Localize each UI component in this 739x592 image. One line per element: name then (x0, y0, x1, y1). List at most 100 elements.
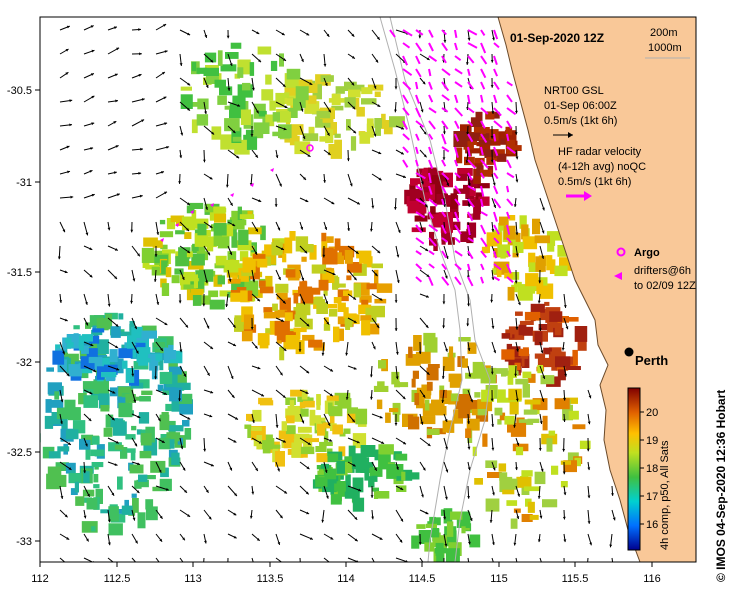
current-arrowhead (424, 204, 428, 208)
sst-patch (356, 106, 365, 117)
sst-patch (65, 462, 76, 474)
sst-patch (190, 288, 204, 294)
current-arrowhead (516, 442, 520, 446)
sst-patch (378, 444, 394, 455)
sst-patch (229, 217, 245, 230)
sst-patch (496, 136, 507, 145)
current-arrowhead (492, 492, 495, 496)
sst-patch (474, 478, 483, 485)
current-arrowhead (515, 110, 518, 114)
sst-patch (258, 280, 266, 287)
radar-arrow (480, 185, 485, 197)
sst-patch (103, 364, 118, 375)
radar-arrow (415, 276, 423, 283)
sst-patch (240, 109, 251, 125)
y-tick-label: -32 (16, 357, 32, 369)
sst-patch (122, 360, 128, 369)
current-arrowhead (250, 327, 254, 330)
radar-arrow (454, 276, 462, 286)
current-arrowhead (467, 496, 470, 499)
radar-arrow (428, 159, 434, 169)
current-arrowhead (397, 229, 401, 233)
sst-patch (334, 139, 342, 153)
radar-arrow (454, 55, 462, 62)
current-arrow (515, 557, 518, 562)
sst-patch (512, 250, 519, 258)
sst-patch (525, 273, 539, 287)
radar-arrow (467, 29, 478, 36)
sst-patch (524, 399, 541, 405)
radar-arrow (415, 263, 423, 270)
current-arrowhead (563, 419, 566, 422)
radar-arrow (415, 250, 422, 256)
sst-patch (515, 378, 529, 385)
sst-patch (86, 348, 98, 360)
current-arrowhead (445, 496, 448, 500)
sst-patch (57, 446, 70, 452)
sst-patch (213, 223, 227, 236)
current-arrowhead (374, 467, 377, 471)
current-arrowhead (186, 228, 189, 231)
current-arrowhead (282, 84, 286, 87)
current-arrowhead (489, 520, 493, 523)
sst-patch (278, 124, 292, 139)
current-arrowhead (137, 253, 140, 257)
radar-arrow (454, 250, 463, 257)
current-arrowhead (164, 50, 168, 53)
sst-patch (534, 331, 543, 346)
sst-patch (409, 188, 425, 204)
current-arrowhead (354, 538, 358, 542)
sst-patch (555, 356, 571, 368)
radar-arrow (467, 263, 471, 271)
current-arrowhead (256, 110, 259, 114)
sst-patch (263, 307, 273, 313)
current-arrowhead (538, 328, 542, 331)
sst-patch (45, 399, 52, 413)
current-arrowhead (468, 183, 471, 187)
current-arrowhead (209, 225, 213, 228)
current-arrowhead (138, 565, 141, 568)
scale-depth1: 200m (650, 27, 678, 39)
radar-arrow (480, 81, 486, 90)
sst-patch (579, 440, 591, 449)
radar-arrow (493, 68, 499, 77)
sst-patch (498, 463, 507, 472)
sst-patch (518, 349, 529, 357)
sst-patch (371, 263, 383, 269)
current-arrowhead (425, 248, 429, 251)
sst-patch (332, 424, 343, 435)
current-arrowhead (256, 538, 260, 541)
current-arrowhead (303, 177, 306, 180)
legend-model-arrowhead (568, 132, 573, 138)
sst-patch (95, 488, 103, 504)
sst-patch (326, 395, 339, 402)
depth-contour-200m (389, 17, 491, 562)
radar-arrow (428, 29, 434, 38)
sst-patch (376, 399, 383, 410)
current-arrowhead (539, 421, 543, 424)
sst-patch (81, 521, 98, 533)
sst-patch (204, 52, 217, 63)
sst-patch (143, 237, 158, 247)
sst-patch (159, 371, 173, 384)
sst-patch (381, 113, 386, 129)
sst-patch (244, 424, 252, 429)
sst-patch (351, 453, 367, 470)
current-arrow (179, 557, 184, 562)
current-arrowhead (418, 351, 422, 354)
current-arrowhead (255, 468, 258, 471)
sst-patch (242, 257, 256, 273)
sst-patch (456, 173, 468, 181)
current-arrowhead (233, 535, 237, 539)
current-arrowhead (229, 252, 233, 255)
sst-patch (220, 64, 237, 72)
sst-patch (454, 374, 459, 387)
current-arrowhead (370, 374, 373, 378)
current-arrowhead (609, 544, 613, 548)
current-arrowhead (116, 193, 120, 197)
sst-patch (246, 136, 258, 150)
current-arrowhead (370, 228, 373, 232)
current-arrowhead (235, 417, 238, 420)
current-arrowhead (298, 349, 302, 352)
sst-patch (183, 284, 197, 290)
